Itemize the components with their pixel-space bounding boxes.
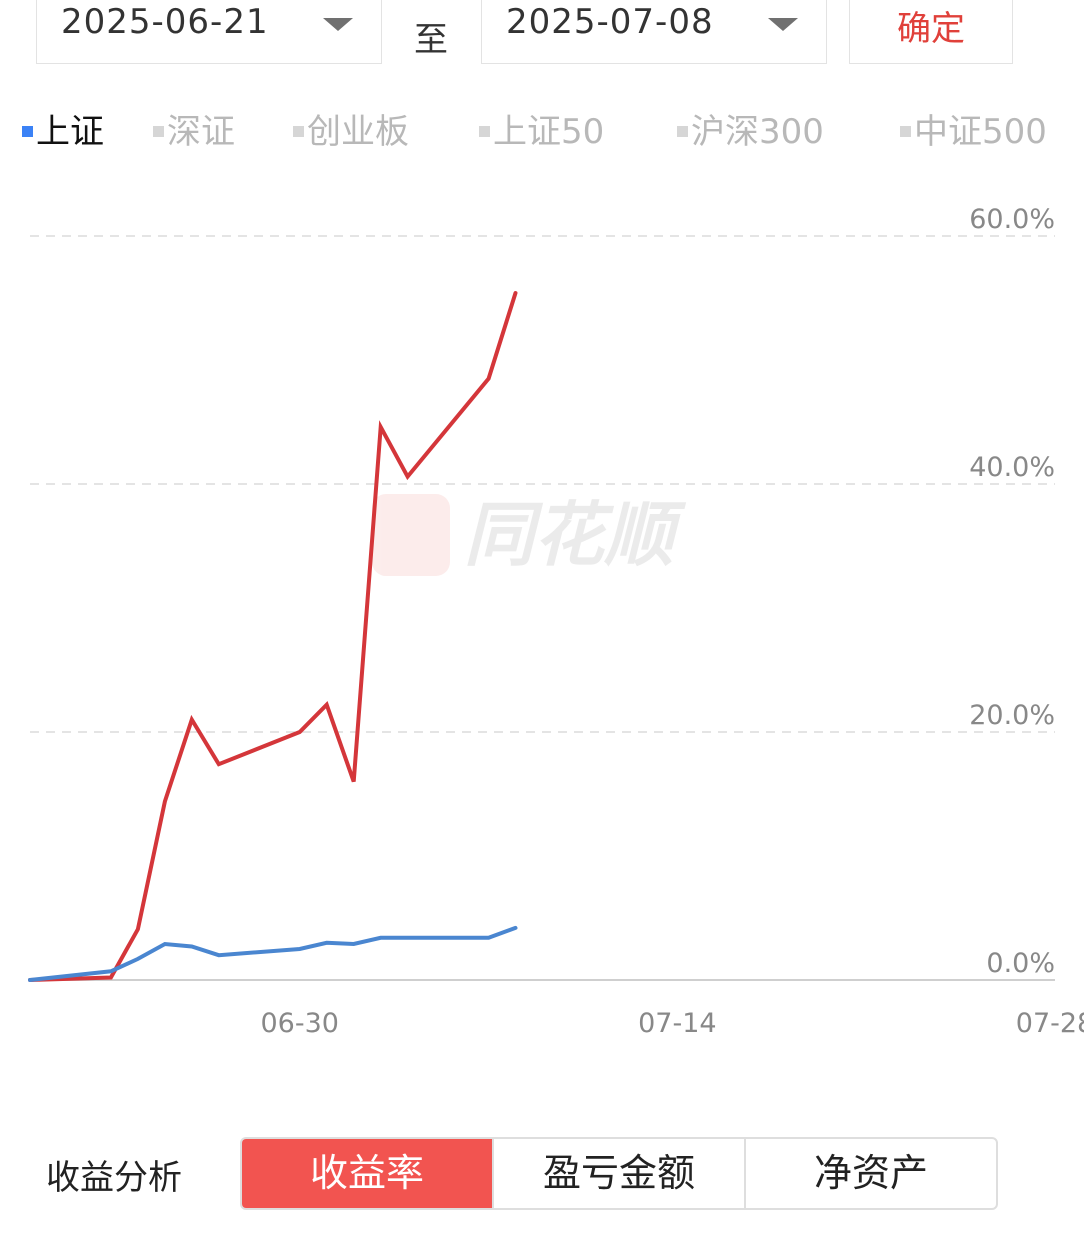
returns-line-chart[interactable]: 0.0% 20.0% 40.0% 60.0% 06-30 07-14 07-28 bbox=[0, 180, 1084, 1060]
x-tick-label: 07-14 bbox=[638, 1008, 716, 1039]
end-date-dropdown[interactable]: 2025-07-08 bbox=[481, 0, 827, 64]
start-date-dropdown[interactable]: 2025-06-21 bbox=[36, 0, 382, 64]
y-tick-label: 60.0% bbox=[969, 204, 1055, 235]
index-tab-chinext[interactable]: 创业板 bbox=[293, 110, 409, 154]
analysis-segmented-control: 收益率 盈亏金额 净资产 bbox=[240, 1137, 998, 1210]
shanghai-index-line bbox=[28, 925, 518, 982]
x-tick-label: 06-30 bbox=[261, 1008, 339, 1039]
index-tab-csi500[interactable]: 中证500 bbox=[900, 110, 1047, 154]
segment-net-assets[interactable]: 净资产 bbox=[813, 1151, 928, 1195]
date-range-separator: 至 bbox=[414, 20, 448, 60]
legend-marker-icon bbox=[153, 126, 164, 137]
index-tab-label: 上证 bbox=[36, 112, 104, 152]
x-axis-ticks: 06-30 07-14 07-28 bbox=[261, 1008, 1084, 1039]
chart-grid bbox=[30, 235, 1055, 981]
legend-marker-icon bbox=[677, 126, 688, 137]
index-tab-shanghai[interactable]: 上证 bbox=[22, 110, 104, 154]
portfolio-return-line bbox=[28, 291, 518, 982]
index-tab-label: 中证500 bbox=[914, 112, 1047, 152]
index-tab-sse50[interactable]: 上证50 bbox=[479, 110, 604, 154]
index-tab-label: 创业板 bbox=[307, 112, 409, 152]
legend-marker-icon bbox=[293, 126, 304, 137]
chevron-down-icon bbox=[768, 18, 798, 31]
segment-profit-amount[interactable]: 盈亏金额 bbox=[494, 1139, 746, 1208]
chart-series bbox=[28, 291, 518, 982]
y-tick-label: 40.0% bbox=[969, 452, 1055, 483]
legend-marker-icon bbox=[22, 126, 33, 137]
chevron-down-icon bbox=[323, 18, 353, 31]
confirm-button[interactable]: 确定 bbox=[849, 0, 1013, 64]
segment-return-rate[interactable]: 收益率 bbox=[242, 1139, 494, 1208]
x-tick-label: 07-28 bbox=[1016, 1008, 1084, 1039]
index-tab-csi300[interactable]: 沪深300 bbox=[677, 110, 824, 154]
y-tick-label: 0.0% bbox=[986, 948, 1055, 979]
index-tab-shenzhen[interactable]: 深证 bbox=[153, 110, 235, 154]
index-tab-label: 深证 bbox=[167, 112, 235, 152]
y-tick-label: 20.0% bbox=[969, 700, 1055, 731]
analysis-label: 收益分析 bbox=[46, 1158, 182, 1198]
index-tab-label: 上证50 bbox=[493, 112, 605, 152]
start-date-value: 2025-06-21 bbox=[61, 2, 269, 42]
y-axis-ticks: 0.0% 20.0% 40.0% 60.0% bbox=[969, 204, 1055, 979]
end-date-value: 2025-07-08 bbox=[506, 2, 714, 42]
index-tab-label: 沪深300 bbox=[691, 112, 824, 152]
legend-marker-icon bbox=[900, 126, 911, 137]
legend-marker-icon bbox=[479, 126, 490, 137]
